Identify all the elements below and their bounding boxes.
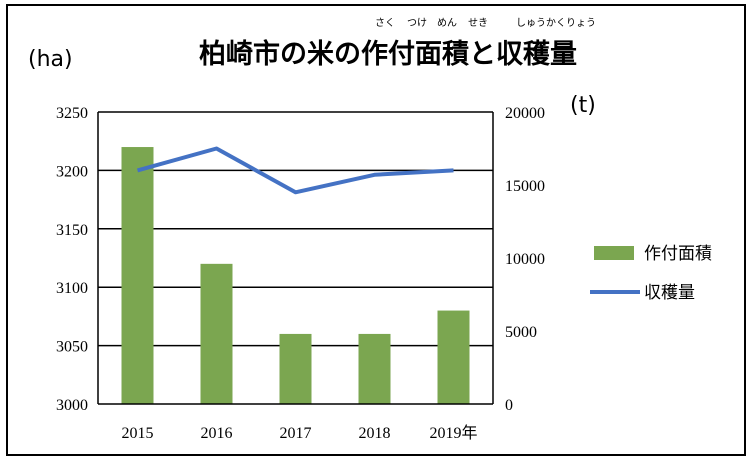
bar-2016 [200, 263, 233, 404]
chart-title: 柏崎市の米の作付面積と収穫量 [199, 38, 577, 70]
left-tick-label: 3200 [56, 163, 88, 180]
right-tick-label: 15000 [505, 178, 545, 195]
bar-series [121, 147, 470, 405]
title-ruby-group: さく つけ めん せき しゅうかくりょう [375, 17, 596, 29]
right-axis-unit: (t) [570, 93, 596, 118]
gridlines [98, 111, 493, 347]
right-tick-label: 5000 [505, 324, 537, 341]
title-ruby-text: せき [468, 17, 488, 29]
right-tick-label: 10000 [505, 251, 545, 268]
bar-2019年 [437, 310, 470, 404]
left-tick-label: 3100 [56, 280, 88, 297]
right-tick-label: 0 [505, 397, 513, 414]
legend-label-bar: 作付面積 [644, 244, 712, 264]
legend-label-line: 収穫量 [644, 283, 695, 303]
left-axis-unit: (ha) [28, 47, 73, 72]
left-tick-label: 3250 [56, 105, 88, 122]
x-tick-label: 2019年 [429, 424, 477, 442]
line-series [136, 146, 454, 195]
combo-chart: さく つけ めん せき しゅうかくりょう 柏崎市の米の作付面積と収穫量 (ha) (t)… [28, 17, 712, 442]
chart-frame: さく つけ めん せき しゅうかくりょう 柏崎市の米の作付面積と収穫量 (ha) (t)… [6, 4, 746, 456]
bar-2015 [121, 147, 154, 405]
title-ruby-text: めん [437, 17, 457, 29]
axes: 3000 3050 3100 3150 3200 3250 0 5000 10000 15000 2… [56, 105, 545, 442]
title-ruby-text: しゅうかくりょう [516, 17, 596, 29]
title-ruby-text: さく [375, 17, 395, 29]
right-tick-label: 20000 [505, 105, 545, 122]
title-ruby-text: つけ [407, 17, 427, 29]
x-tick-label: 2017 [280, 425, 312, 442]
bar-2017 [279, 333, 312, 404]
left-tick-label: 3150 [56, 222, 88, 239]
legend-swatch-bar [594, 246, 634, 260]
x-tick-label: 2018 [359, 425, 391, 442]
left-tick-label: 3000 [56, 397, 88, 414]
left-tick-label: 3050 [56, 339, 88, 356]
x-tick-label: 2015 [122, 425, 154, 442]
bar-2018 [358, 333, 391, 404]
x-tick-label: 2016 [201, 425, 233, 442]
